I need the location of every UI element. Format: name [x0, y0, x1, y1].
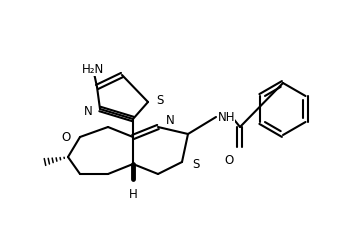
Text: O: O [62, 131, 71, 144]
Text: NH: NH [218, 111, 236, 124]
Text: S: S [192, 158, 199, 171]
Text: N: N [166, 114, 175, 127]
Text: N: N [84, 105, 93, 118]
Text: H: H [129, 187, 137, 200]
Text: O: O [225, 153, 234, 166]
Text: S: S [156, 94, 163, 107]
Text: H₂N: H₂N [82, 63, 104, 76]
